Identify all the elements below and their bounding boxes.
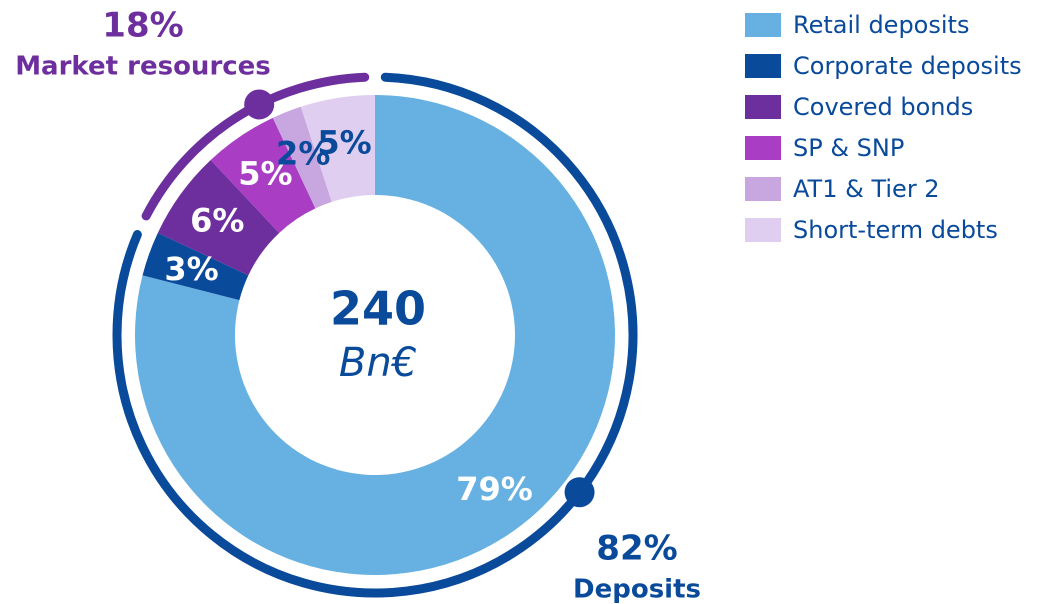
segment-label: 79% [456, 470, 533, 508]
group-name: Market resources [15, 52, 271, 82]
segment-label: 2% [276, 135, 330, 173]
legend-swatch [745, 218, 781, 242]
legend-label: SP & SNP [793, 134, 904, 162]
legend-label: Corporate deposits [793, 52, 1022, 80]
group-arc [141, 72, 370, 221]
group-dot [564, 477, 595, 508]
segment-label: 6% [190, 201, 244, 239]
donut-segment [142, 232, 249, 301]
donut-segment [300, 95, 375, 202]
center-value: 240 [330, 282, 426, 336]
legend-label: Retail deposits [793, 11, 969, 39]
legend-swatch [745, 177, 781, 201]
group-name: Deposits [573, 575, 701, 604]
group-value: 82% [596, 529, 677, 569]
center-unit: Bn€ [339, 340, 417, 386]
legend-label: Short-term debts [793, 216, 998, 244]
segment-label: 5% [238, 155, 292, 193]
legend-swatch [745, 13, 781, 37]
donut-segment [210, 117, 316, 233]
group-value: 18% [102, 6, 183, 46]
segment-label: 5% [317, 123, 371, 161]
legend-label: Covered bonds [793, 93, 973, 121]
legend-label: AT1 & Tier 2 [793, 175, 940, 203]
legend-swatch [745, 95, 781, 119]
group-arc [112, 72, 638, 598]
legend-swatch [745, 136, 781, 160]
donut-segment [272, 106, 332, 209]
legend-swatch [745, 54, 781, 78]
group-dot [244, 89, 275, 120]
donut-segment [134, 95, 616, 575]
donut-segment [157, 160, 280, 276]
segment-label: 3% [164, 250, 218, 288]
